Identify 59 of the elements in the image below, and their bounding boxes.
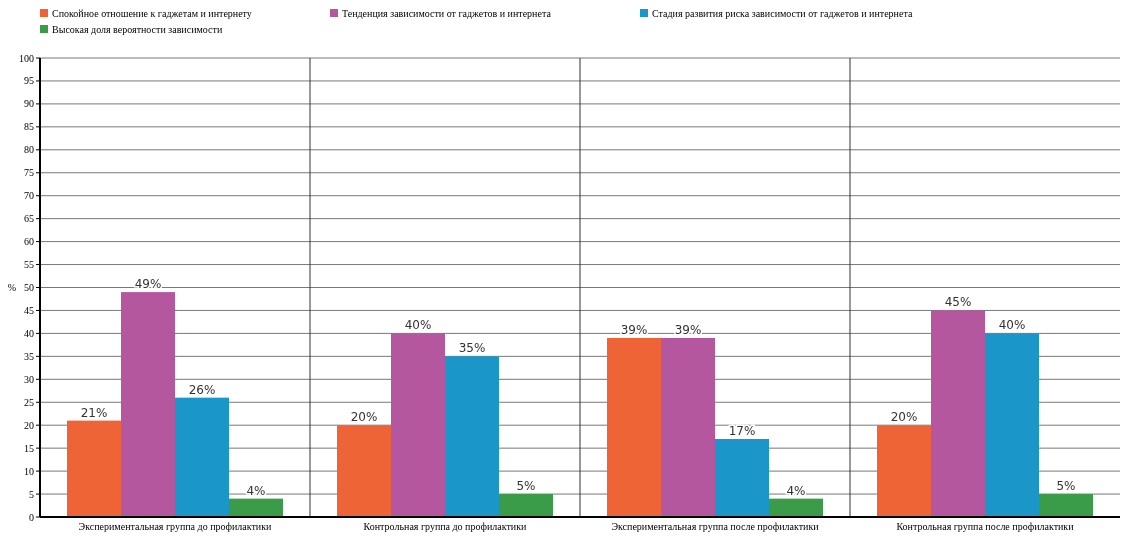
y-tick-label: 75	[24, 167, 34, 179]
bar	[337, 425, 391, 517]
x-tick-label: Контрольная группа до профилактики	[363, 521, 528, 532]
y-axis-title: %	[7, 282, 17, 293]
bar	[607, 337, 661, 517]
bar	[985, 333, 1039, 517]
data-label: 40%	[404, 318, 432, 333]
y-tick-label: 45	[24, 304, 34, 316]
legend-label: Тенденция зависимости от гаджетов и интернета	[342, 7, 552, 19]
bar	[715, 438, 769, 517]
data-label: 17%	[728, 423, 756, 438]
data-label: 40%	[998, 318, 1026, 333]
data-label: 4%	[786, 483, 806, 498]
bar	[499, 494, 553, 517]
bar	[121, 292, 175, 517]
x-tick-label: Контрольная группа после профилактики	[896, 521, 1075, 532]
y-tick-label: 5	[29, 488, 34, 500]
y-tick-label: 70	[24, 190, 34, 202]
bar	[229, 498, 283, 517]
legend-label: Стадия развития риска зависимости от гаджетов и интернета	[652, 7, 913, 19]
legend-label: Высокая доля вероятности зависимости	[52, 23, 223, 35]
y-tick-label: 15	[24, 442, 34, 454]
bar	[931, 310, 985, 517]
bar	[769, 498, 823, 517]
bar	[661, 337, 715, 517]
y-tick-label: 55	[24, 259, 34, 271]
y-tick-label: 60	[24, 236, 34, 248]
y-tick-label: 30	[24, 373, 34, 385]
bar	[877, 425, 931, 517]
y-tick-label: 80	[24, 144, 34, 156]
y-tick-label: 40	[24, 327, 34, 339]
y-tick-label: 35	[24, 350, 34, 362]
bar	[175, 397, 229, 517]
y-tick-label: 25	[24, 396, 34, 408]
y-tick-label: 100	[19, 52, 34, 64]
y-tick-label: 95	[24, 75, 34, 87]
data-label: 5%	[516, 479, 536, 494]
data-label: 20%	[890, 410, 918, 425]
data-label: 21%	[80, 405, 108, 420]
data-label: 35%	[458, 341, 486, 356]
data-label: 4%	[246, 483, 266, 498]
bar	[391, 333, 445, 517]
data-label: 26%	[188, 382, 216, 397]
data-label: 20%	[350, 410, 378, 425]
y-tick-label: 50	[24, 282, 34, 293]
y-tick-label: 90	[24, 98, 34, 110]
y-tick-label: 10	[24, 465, 34, 477]
bar	[67, 420, 121, 517]
x-tick-label: Экспериментальная группа после профилактики	[611, 521, 820, 532]
bar	[1039, 494, 1093, 517]
y-tick-label: 65	[24, 213, 34, 225]
y-tick-label: 85	[24, 121, 34, 133]
bar	[445, 356, 499, 517]
x-tick-label: Экспериментальная группа до профилактики	[78, 521, 273, 532]
data-label: 45%	[944, 295, 972, 310]
data-label: 5%	[1056, 479, 1076, 494]
legend-label: Спокойное отношение к гаджетам и интернету	[52, 7, 252, 19]
y-tick-label: 20	[24, 419, 34, 431]
y-tick-label: 0	[29, 511, 34, 523]
